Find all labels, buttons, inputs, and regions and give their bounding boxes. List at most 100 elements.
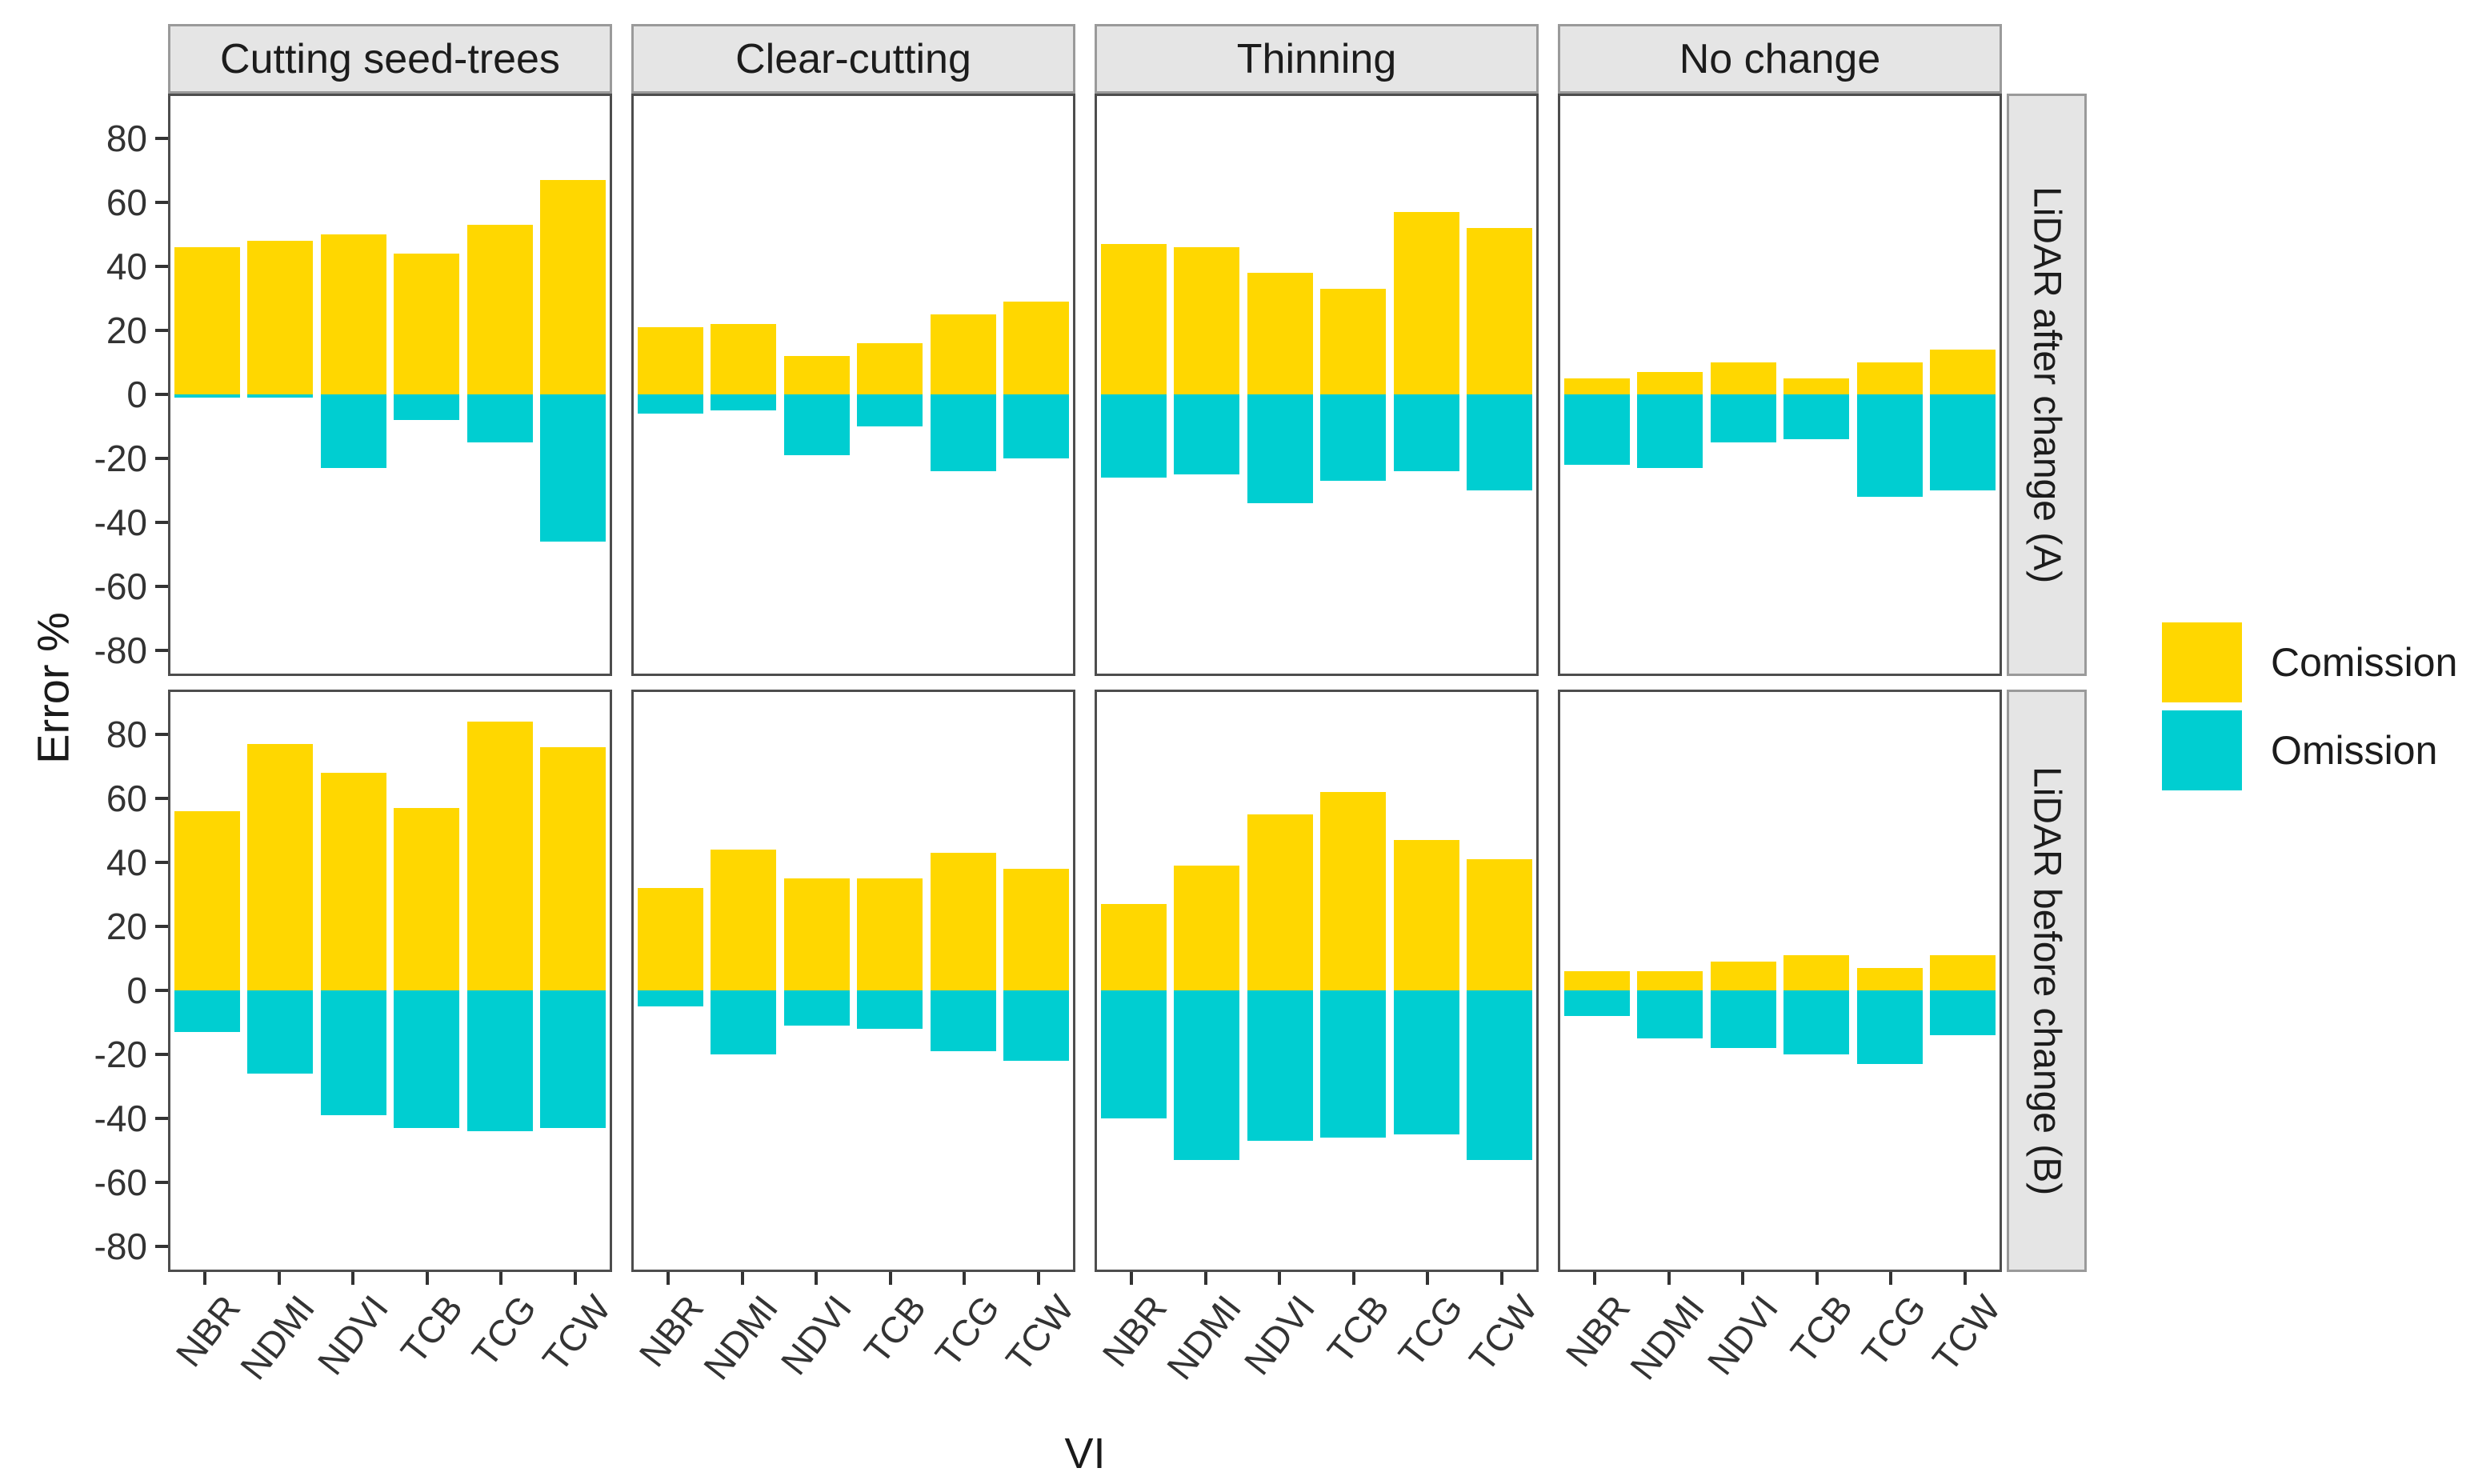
y-tick-label: -60 (94, 1162, 147, 1203)
bar-omission-tcw (1467, 394, 1533, 490)
bar-comission-ndmi (247, 241, 314, 394)
bar-comission-tcw (1467, 228, 1533, 394)
x-tick-mark (1963, 1272, 1967, 1285)
bar-comission-ndmi (1637, 372, 1703, 394)
bar-omission-tcw (1003, 394, 1070, 458)
bar-omission-ndvi (320, 990, 386, 1115)
y-tick-mark (155, 1053, 168, 1056)
bar-comission-ndvi (1247, 814, 1313, 990)
y-tick-label: -80 (94, 630, 147, 671)
bar-omission-nbr (174, 394, 240, 398)
bar-omission-ndmi (247, 990, 314, 1074)
bar-omission-ndmi (711, 394, 777, 410)
y-tick-mark (155, 137, 168, 140)
panel-2-2 (631, 690, 1075, 1272)
y-tick-mark (155, 1245, 168, 1248)
x-tick-mark (1741, 1272, 1745, 1285)
x-tick-mark (1499, 1272, 1503, 1285)
bar-comission-ndvi (1247, 273, 1313, 394)
x-tick-mark (1667, 1272, 1671, 1285)
bar-comission-ndmi (711, 850, 777, 990)
x-tick-mark (1203, 1272, 1207, 1285)
x-tick-mark (1130, 1272, 1134, 1285)
panel-3-2 (1095, 690, 1539, 1272)
bar-omission-ndvi (783, 394, 850, 455)
omission-swatch (2162, 710, 2242, 790)
comission-swatch (2162, 622, 2242, 702)
x-tick-mark (1351, 1272, 1355, 1285)
bar-comission-nbr (637, 327, 703, 394)
bar-comission-ndmi (247, 744, 314, 990)
bar-comission-nbr (174, 811, 240, 990)
x-tick-mark (1278, 1272, 1282, 1285)
y-tick-mark (155, 649, 168, 652)
facet-strip-lidar-before-change-b-: LiDAR before change (B) (2007, 690, 2087, 1272)
y-tick-mark (155, 393, 168, 396)
bar-omission-tcb (1320, 990, 1387, 1138)
y-tick-mark (155, 797, 168, 800)
y-tick-label: 0 (126, 374, 147, 415)
panel-3-1 (1095, 94, 1539, 676)
bar-comission-tcb (857, 343, 923, 394)
bar-comission-ndvi (783, 878, 850, 990)
facet-strip-clear-cutting: Clear-cutting (631, 24, 1075, 94)
x-tick-mark (351, 1272, 355, 1285)
bar-omission-nbr (637, 990, 703, 1006)
bar-omission-tcb (394, 394, 460, 420)
facet-strip-cutting-seed-trees: Cutting seed-trees (168, 24, 612, 94)
bar-comission-ndmi (1174, 866, 1240, 990)
y-tick-label: 40 (106, 246, 147, 287)
bar-comission-nbr (1563, 971, 1630, 990)
bar-comission-tcb (1320, 792, 1387, 990)
bar-comission-nbr (1100, 244, 1167, 394)
x-tick-mark (667, 1272, 671, 1285)
bar-omission-tcb (857, 990, 923, 1029)
bar-comission-tcg (930, 314, 996, 394)
x-tick-mark (1593, 1272, 1597, 1285)
bar-comission-ndmi (1174, 247, 1240, 394)
bar-omission-tcb (1783, 990, 1850, 1054)
y-tick-label: -60 (94, 566, 147, 607)
y-tick-label: 80 (106, 118, 147, 159)
bar-omission-tcg (1393, 990, 1459, 1134)
x-tick-mark (815, 1272, 819, 1285)
y-tick-mark (155, 521, 168, 524)
bar-omission-tcw (1003, 990, 1070, 1061)
bar-comission-ndvi (1710, 362, 1776, 394)
y-tick-mark (155, 861, 168, 864)
bar-omission-nbr (174, 990, 240, 1032)
y-tick-mark (155, 265, 168, 268)
bar-comission-tcw (1467, 859, 1533, 990)
y-tick-label: -20 (94, 438, 147, 479)
bar-omission-ndmi (1174, 394, 1240, 474)
y-tick-mark (155, 585, 168, 588)
y-tick-label: 40 (106, 842, 147, 883)
legend: Comission Omission (2162, 622, 2457, 790)
bar-omission-tcg (1856, 394, 1923, 497)
legend-item-comission: Comission (2162, 622, 2457, 702)
y-tick-label: 20 (106, 906, 147, 947)
bar-comission-tcw (1003, 869, 1070, 990)
bar-omission-tcw (1930, 990, 1996, 1035)
legend-item-omission: Omission (2162, 710, 2457, 790)
bar-omission-ndvi (1710, 394, 1776, 442)
y-tick-mark (155, 457, 168, 460)
y-tick-mark (155, 1117, 168, 1120)
x-tick-mark (1815, 1272, 1819, 1285)
y-tick-mark (155, 329, 168, 332)
bar-omission-ndmi (1174, 990, 1240, 1160)
bar-omission-tcg (930, 394, 996, 471)
panel-4-2 (1558, 690, 2002, 1272)
legend-label-omission: Omission (2271, 728, 2438, 773)
bar-omission-ndvi (1247, 394, 1313, 503)
bar-comission-tcg (1856, 968, 1923, 990)
x-tick-mark (740, 1272, 744, 1285)
bar-omission-ndvi (1247, 990, 1313, 1141)
bar-omission-ndmi (1637, 394, 1703, 468)
x-tick-mark (499, 1272, 503, 1285)
bar-comission-nbr (1563, 378, 1630, 394)
bar-comission-tcg (1393, 840, 1459, 990)
bar-comission-tcb (394, 808, 460, 990)
bar-omission-nbr (1563, 394, 1630, 465)
